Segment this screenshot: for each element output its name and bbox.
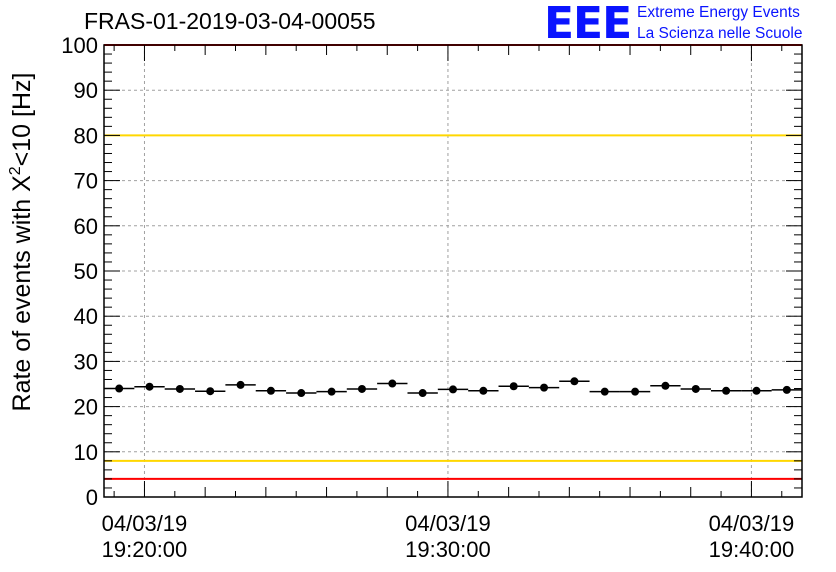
y-tick-label: 0 <box>86 485 98 510</box>
grid-lines <box>104 45 802 497</box>
y-tick-label: 70 <box>74 169 98 194</box>
data-point <box>752 386 761 395</box>
x-tick-label-date: 04/03/19 <box>102 511 188 536</box>
y-tick-label: 60 <box>74 214 98 239</box>
data-point <box>631 387 640 396</box>
y-tick-label: 10 <box>74 440 98 465</box>
y-tick-label: 30 <box>74 349 98 374</box>
y-axis-label: Rate of events with X2<10 [Hz] <box>7 73 36 412</box>
data-point <box>175 384 184 393</box>
data-point <box>782 385 791 394</box>
data-point <box>236 380 245 389</box>
reference-lines <box>104 44 802 480</box>
data-point <box>357 384 366 393</box>
data-point <box>661 381 670 390</box>
data-point <box>479 386 488 395</box>
data-series <box>104 377 802 398</box>
data-point <box>115 384 124 393</box>
data-point <box>691 384 700 393</box>
x-tick-label-time: 19:30:00 <box>405 537 491 562</box>
data-point <box>509 382 518 391</box>
axes <box>103 44 803 498</box>
y-tick-label: 80 <box>74 123 98 148</box>
y-tick-label: 40 <box>74 304 98 329</box>
data-point <box>570 377 579 386</box>
x-tick-label-date: 04/03/19 <box>405 511 491 536</box>
data-point <box>722 386 731 395</box>
logo-line-1: Extreme Energy Events <box>637 4 800 21</box>
data-point <box>266 386 275 395</box>
data-point <box>145 382 154 391</box>
data-point <box>327 387 336 396</box>
y-tick-label: 50 <box>74 259 98 284</box>
logo-mark: EEE <box>544 0 632 49</box>
data-point <box>388 379 397 388</box>
data-point <box>600 387 609 396</box>
data-point <box>418 389 427 398</box>
x-tick-label-time: 19:20:00 <box>102 537 188 562</box>
y-tick-label: 20 <box>74 395 98 420</box>
run-title: FRAS-01-2019-03-04-00055 <box>84 8 376 34</box>
x-tick-label-time: 19:40:00 <box>709 537 795 562</box>
x-tick-label-date: 04/03/19 <box>709 511 795 536</box>
data-point <box>297 389 306 398</box>
data-point <box>540 383 549 392</box>
tick-labels: 010203040506070809010004/03/1919:20:0004… <box>61 33 794 562</box>
y-tick-label: 100 <box>61 33 98 58</box>
data-point <box>206 387 215 396</box>
y-tick-label: 90 <box>74 78 98 103</box>
data-point <box>449 385 457 394</box>
eee-logo: EEE Extreme Energy Events La Scienza nel… <box>544 0 834 49</box>
logo-line-2: La Scienza nelle Scuole <box>637 25 803 42</box>
